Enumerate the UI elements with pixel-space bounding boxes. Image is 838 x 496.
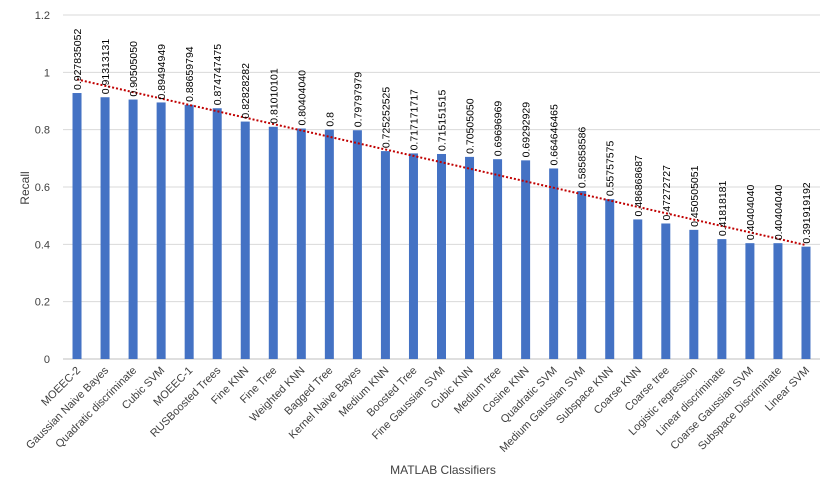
data-label: 0.40404040: [745, 185, 757, 241]
bar: [324, 129, 334, 359]
bar: [128, 99, 138, 360]
bar: [212, 108, 222, 359]
data-label: 0.486868687: [633, 155, 645, 216]
data-label: 0.89494949: [156, 44, 168, 100]
bars: [72, 93, 811, 360]
bar: [689, 229, 699, 359]
trendline-group: [76, 78, 807, 247]
bar: [605, 199, 615, 359]
bar: [380, 151, 390, 359]
data-label: 0.91313131: [100, 39, 112, 95]
y-tick-label: 0.2: [35, 297, 50, 309]
bar: [493, 159, 503, 359]
bar: [100, 97, 110, 360]
bar: [745, 243, 755, 359]
bar: [156, 102, 166, 359]
data-label: 0.874747475: [212, 44, 224, 105]
bar: [437, 153, 446, 359]
bar: [633, 219, 643, 359]
bar: [521, 160, 531, 359]
bar: [72, 93, 82, 359]
data-label: 0.81010101: [268, 68, 280, 124]
data-label: 0.450505051: [689, 165, 701, 226]
bar: [184, 104, 194, 360]
x-axis-title: MATLAB Classifiers: [390, 463, 496, 477]
bar: [465, 156, 475, 359]
bar: [773, 243, 783, 359]
data-label: 0.88659794: [184, 46, 196, 102]
data-label: 0.391919192: [801, 182, 813, 243]
data-label: 0.69696969: [493, 101, 505, 157]
data-label: 0.70505050: [465, 98, 477, 154]
data-label: 0.41818181: [717, 180, 729, 236]
bar: [717, 239, 727, 359]
bar: [352, 130, 362, 359]
y-tick-label: 0.6: [35, 182, 50, 194]
y-tick-label: 0.8: [35, 125, 50, 137]
data-label: 0.79797979: [352, 72, 364, 128]
bar: [577, 191, 587, 359]
bar: [240, 121, 250, 359]
y-tick-label: 0: [44, 354, 50, 366]
data-label: 0.8: [324, 112, 336, 127]
bar: [549, 168, 559, 359]
bar: [296, 128, 306, 359]
y-tick-label: 1: [44, 67, 50, 79]
data-label: 0.585858586: [577, 127, 589, 188]
data-label: 0.55757575: [605, 141, 617, 197]
data-label: 0.40404040: [773, 185, 785, 241]
data-label: 0.69292929: [521, 102, 533, 158]
trendline: [76, 78, 807, 247]
y-tick-label: 1.2: [35, 10, 50, 22]
data-label: 0.927835052: [72, 29, 84, 90]
bar: [268, 126, 278, 359]
data-label: 0.47272727: [661, 165, 673, 221]
data-labels: 0.927835052 0.91313131 0.90505050 0.8949494…: [72, 29, 813, 244]
y-tick-label: 0.4: [35, 239, 50, 251]
data-label: 0.664646465: [549, 104, 561, 165]
data-label: 0.715151515: [437, 90, 449, 151]
data-label: 0.80404040: [296, 70, 308, 126]
bar: [661, 223, 671, 359]
bar: [408, 153, 418, 359]
bar: [801, 246, 811, 359]
y-axis-title: Recall: [18, 171, 32, 204]
y-tick-labels: 0 0.2 0.4 0.6 0.8 1 1.2: [35, 10, 50, 366]
data-label: 0.90505050: [128, 41, 140, 97]
data-label: 0.717171717: [408, 89, 420, 150]
data-label: 0.725252525: [380, 87, 392, 148]
data-label: 0.82828282: [240, 63, 252, 119]
